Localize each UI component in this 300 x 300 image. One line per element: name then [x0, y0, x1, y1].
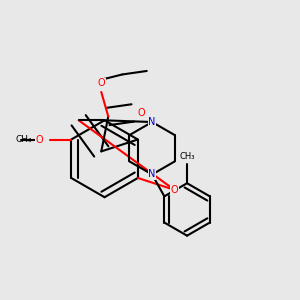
Text: N: N	[148, 117, 156, 127]
Text: O: O	[36, 134, 44, 145]
Text: CH₃: CH₃	[16, 135, 32, 144]
Text: O: O	[171, 185, 178, 195]
Text: CH₃: CH₃	[179, 152, 195, 161]
Text: O: O	[98, 78, 105, 88]
Text: N: N	[148, 169, 156, 179]
Text: O: O	[138, 108, 145, 118]
